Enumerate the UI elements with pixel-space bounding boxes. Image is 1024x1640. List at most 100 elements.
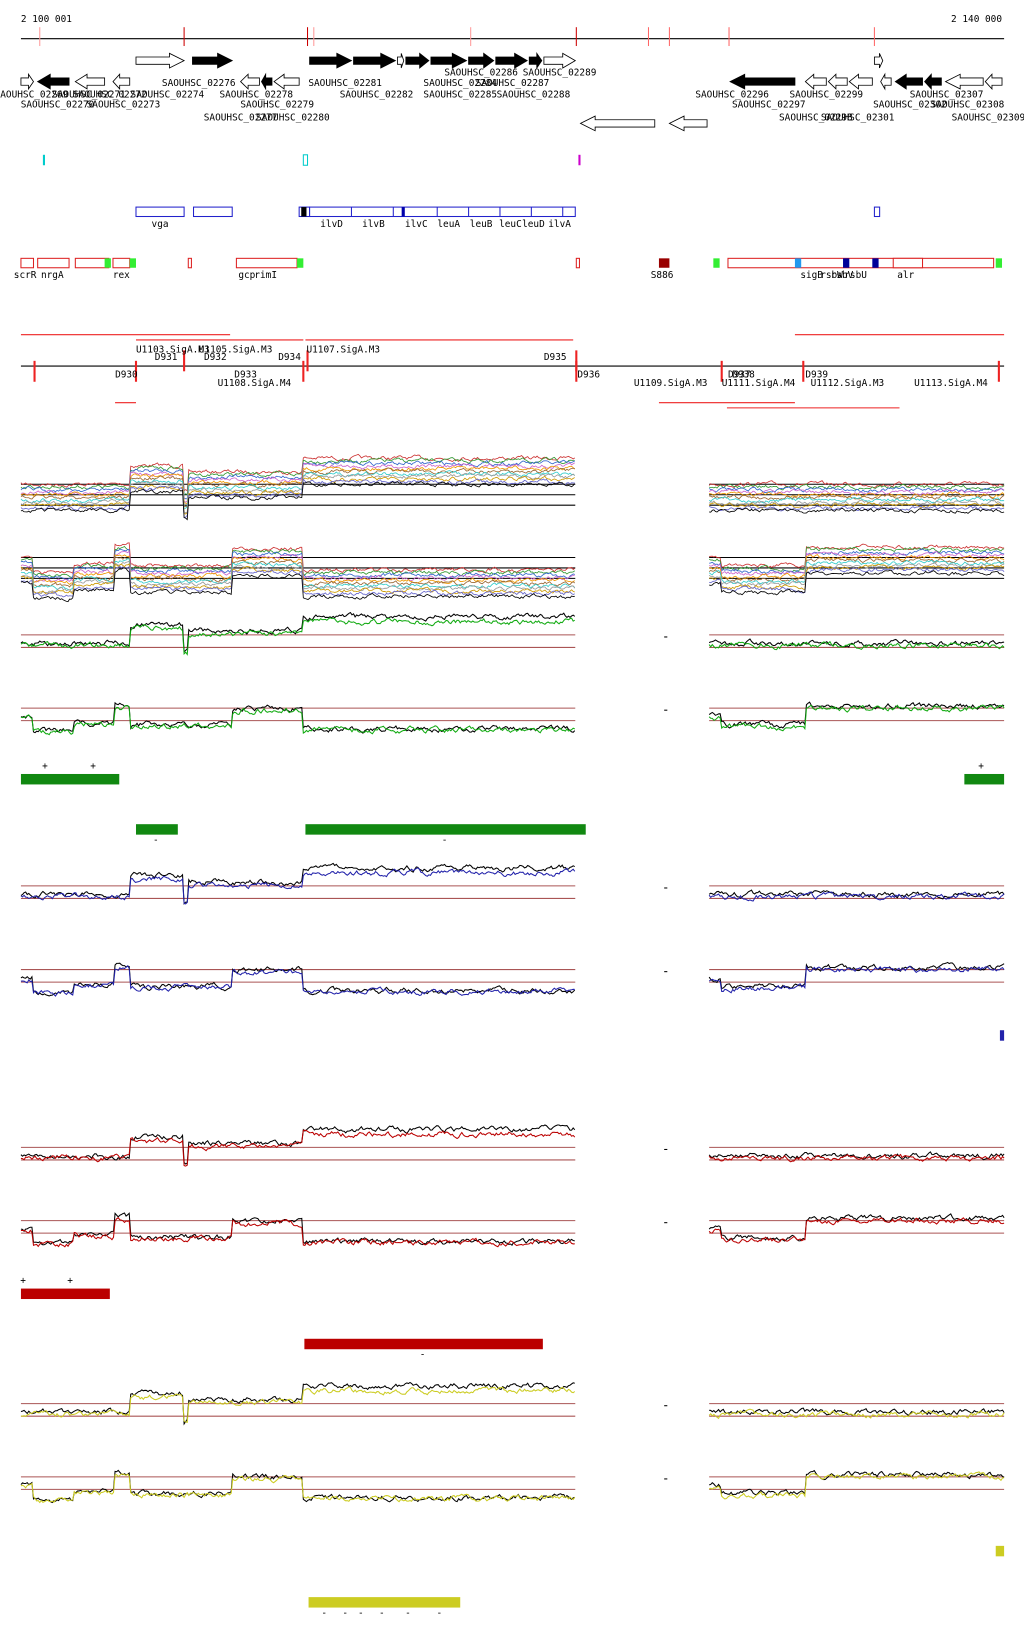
multi-profile <box>20 453 575 492</box>
gene-label: SAOUHSC_02282 <box>340 89 414 100</box>
gene-arrow <box>804 73 827 90</box>
blue-profile <box>20 867 576 905</box>
gene-label: SAOUHSC_02271 <box>52 89 126 100</box>
tu-block <box>658 258 670 268</box>
gene-arrow <box>112 73 131 90</box>
promoter-label: D931 <box>155 352 178 363</box>
strand-sign: - <box>342 1608 348 1619</box>
operon-label: vga <box>152 219 169 230</box>
gene-arrow <box>74 73 106 90</box>
blue-profile-control <box>708 961 1005 990</box>
red-profile-control <box>708 1213 1005 1242</box>
gene-arrow <box>405 52 430 69</box>
multi-profile <box>709 567 1005 594</box>
operon-label: leuA <box>437 219 460 230</box>
gene-arrow <box>579 115 656 132</box>
marker <box>578 154 581 166</box>
strand-sign: - <box>358 1608 364 1619</box>
gene-label: SAOUHSC_02277 <box>204 112 278 123</box>
region-bar <box>999 1030 1005 1041</box>
region-bar <box>305 824 586 835</box>
multi-profile <box>709 507 1005 514</box>
gene-name: rex <box>113 270 130 281</box>
operon-label: ilvB <box>362 219 385 230</box>
multi-profile <box>708 488 1005 496</box>
multi-profile <box>708 562 1005 587</box>
strand-sign: + <box>978 761 984 772</box>
tu-block <box>104 258 111 268</box>
strand-sign: - <box>442 835 448 846</box>
tu-box <box>112 257 131 269</box>
green-profile <box>708 640 1005 651</box>
promoter-label: U1109.SigA.M3 <box>634 378 708 389</box>
promoter-label: U1103.SigA.M3 <box>136 344 210 355</box>
yellow-profile-control <box>709 1407 1005 1417</box>
axis-end: 2 140 000 <box>951 14 1002 25</box>
gene-arrow <box>468 52 495 69</box>
operon-label: ilvA <box>548 219 571 230</box>
green-profile-control <box>20 611 576 653</box>
operon-box <box>135 206 185 218</box>
gene-arrow <box>873 53 884 69</box>
strand-sign: + <box>20 1275 26 1286</box>
gene-label: SAOUHSC_02281 <box>308 78 382 89</box>
gene-name: alr <box>897 270 914 281</box>
region-bar <box>304 1338 543 1350</box>
gene-arrow <box>827 73 848 90</box>
tu-block <box>713 258 720 268</box>
gene-label: SAOUHSC_02273 <box>87 100 161 111</box>
gene-label: SAOUHSC_02280 <box>256 112 330 123</box>
gene-label: SAOUHSC_02286 <box>444 67 518 78</box>
multi-profile <box>709 563 1005 590</box>
green-profile <box>20 705 575 736</box>
promoter-label: D939 <box>805 370 828 381</box>
multi-profile <box>20 459 575 500</box>
gene-name: nrgA <box>41 270 64 281</box>
yellow-profile <box>20 1386 576 1423</box>
multi-profile <box>20 563 575 595</box>
gene-label: SAOUHSC_02308 <box>931 100 1005 111</box>
multi-profile <box>20 470 575 510</box>
gene-arrow <box>261 72 273 91</box>
operon-block <box>401 207 405 217</box>
promoter-label: U1113.SigA.M4 <box>914 378 988 389</box>
multi-profile <box>20 472 576 514</box>
gene-label: SAOUHSC_02296 <box>695 89 769 100</box>
gene-label: SAOUHSC_02284 <box>423 78 497 89</box>
operon-block <box>301 207 307 217</box>
operon-label: leuC <box>499 219 522 230</box>
promoter-label: D932 <box>204 352 227 363</box>
operon-box <box>309 206 576 218</box>
tu-block <box>794 258 802 268</box>
strand-sign: - <box>321 1608 327 1619</box>
multi-profile <box>20 475 575 515</box>
multi-profile <box>708 546 1005 573</box>
multi-profile <box>709 548 1005 575</box>
promoter-label: U1112.SigA.M3 <box>811 378 885 389</box>
blue-profile-control <box>708 889 1005 900</box>
multi-profile <box>20 481 576 521</box>
gene-arrow <box>848 73 873 90</box>
gene-arrow <box>944 73 984 90</box>
red-profile-control <box>20 1124 576 1165</box>
tu-box <box>187 257 192 269</box>
gene-arrow <box>729 73 796 90</box>
operon-label: leuB <box>470 219 493 230</box>
gene-name: sigB <box>800 270 823 281</box>
strand-sign: - <box>405 1608 411 1619</box>
multi-profile <box>708 480 1005 489</box>
yellow-profile <box>708 1408 1005 1420</box>
multi-profile <box>708 486 1005 493</box>
gene-label: SAOUHSC_02269 <box>0 89 69 100</box>
blue-profile <box>708 891 1005 902</box>
gene-arrow <box>20 72 34 91</box>
strand-sign: + <box>67 1275 73 1286</box>
gene-arrow <box>924 73 942 90</box>
gene-label: SAOUHSC_02278 <box>219 89 293 100</box>
gene-name: scrR <box>14 270 37 281</box>
blue-profile <box>20 965 575 997</box>
gene-name: rsbW <box>820 270 843 281</box>
multi-profile <box>20 478 575 519</box>
green-profile <box>708 704 1005 732</box>
